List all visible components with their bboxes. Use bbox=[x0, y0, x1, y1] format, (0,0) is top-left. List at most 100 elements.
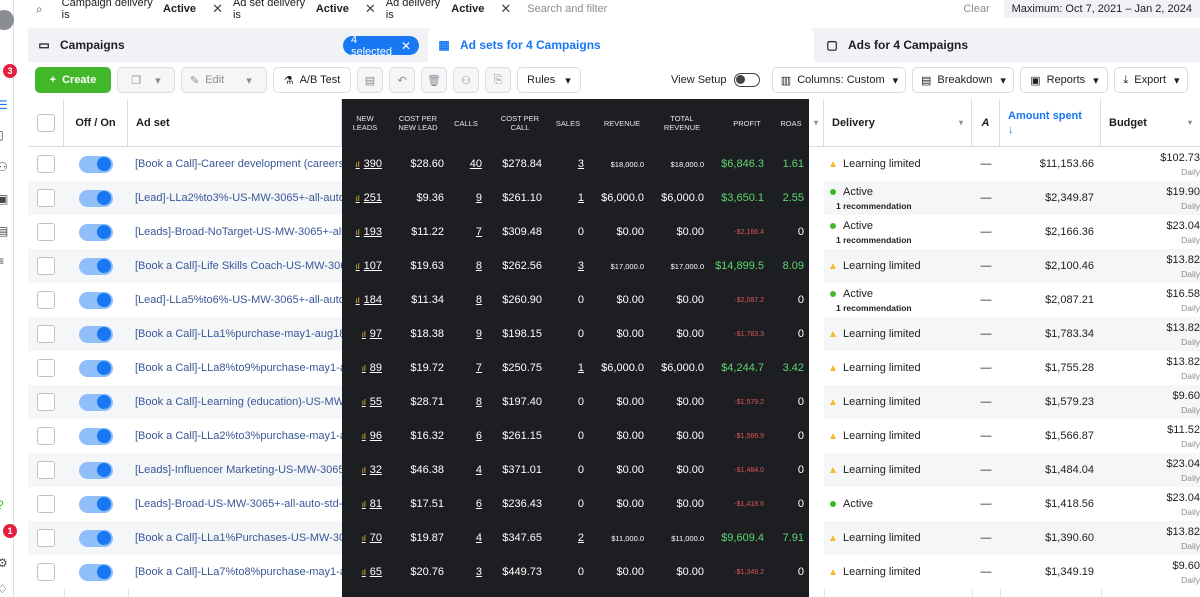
table-row[interactable]: [Lead]-LLa2%to3%-US-MW-3065+-all-auto-..… bbox=[28, 181, 1200, 215]
row-checkbox[interactable] bbox=[37, 223, 55, 241]
column-header-attribution[interactable]: A bbox=[972, 99, 1000, 147]
adset-toggle[interactable] bbox=[79, 495, 113, 513]
calls-value[interactable]: 6 bbox=[475, 498, 482, 510]
rules-button[interactable]: Rules ▾ bbox=[517, 67, 581, 93]
calls-value[interactable]: 8 bbox=[475, 396, 482, 408]
column-header-roas[interactable]: ROAS bbox=[780, 118, 802, 128]
tab-ads[interactable]: ▢ Ads for 4 Campaigns bbox=[824, 28, 968, 62]
document-icon[interactable]: ▯ bbox=[0, 128, 4, 142]
adset-name-link[interactable]: [Book a Call]-Life Skills Coach-US-MW-30… bbox=[128, 249, 342, 283]
avatar[interactable] bbox=[0, 10, 14, 30]
row-checkbox[interactable] bbox=[37, 461, 55, 479]
clipboard-icon[interactable]: ▤ bbox=[0, 224, 9, 238]
calls-value[interactable]: 9 bbox=[475, 192, 482, 204]
adset-toggle[interactable] bbox=[79, 563, 113, 581]
column-header-amount-spent[interactable]: Amount spent ↓ bbox=[1000, 99, 1101, 147]
new-leads-value[interactable]: ıl 97 bbox=[346, 317, 382, 351]
column-header-new-leads[interactable]: NEW LEADS bbox=[352, 114, 378, 132]
column-menu-icon[interactable]: ▾ bbox=[809, 99, 824, 147]
calls-value[interactable]: 6 bbox=[475, 430, 482, 442]
filter-chip-ad[interactable]: Ad delivery is Active ✕ bbox=[386, 0, 512, 21]
adset-name-link[interactable]: [Leads]-Broad-NoTarget-US-MW-3065+-all-.… bbox=[128, 215, 342, 249]
view-setup-toggle[interactable] bbox=[734, 73, 761, 87]
filter-chip-adset[interactable]: Ad set delivery is Active ✕ bbox=[233, 0, 376, 21]
close-icon[interactable]: ✕ bbox=[500, 1, 512, 16]
adset-toggle[interactable] bbox=[79, 359, 113, 377]
adset-name-link[interactable]: [Book a Call]-LLa8%to9%purchase-may1-a..… bbox=[128, 351, 342, 385]
table-row[interactable]: [Book a Call]-LLa8%to9%purchase-may1-a..… bbox=[28, 351, 1200, 385]
table-row[interactable]: [Book a Call]-LLa7%to8%purchase-may1-a..… bbox=[28, 555, 1200, 589]
adset-toggle[interactable] bbox=[79, 223, 113, 241]
sales-value[interactable]: 1 bbox=[577, 192, 584, 204]
row-checkbox[interactable] bbox=[37, 563, 55, 581]
selected-pill[interactable]: 4 selected ✕ bbox=[343, 34, 420, 58]
adset-toggle[interactable] bbox=[79, 427, 113, 445]
sales-value[interactable]: 1 bbox=[577, 362, 584, 374]
delete-button[interactable]: 🗑 bbox=[421, 67, 447, 93]
new-leads-value[interactable]: ıl 107 bbox=[346, 249, 382, 283]
column-header-revenue[interactable]: REVENUE bbox=[603, 118, 641, 128]
calls-value[interactable]: 8 bbox=[475, 260, 482, 272]
date-range-picker[interactable]: Maximum: Oct 7, 2021 – Jan 2, 2024 bbox=[1003, 0, 1200, 18]
column-header-off-on[interactable]: Off / On bbox=[64, 99, 128, 147]
close-icon[interactable]: ✕ bbox=[400, 38, 412, 53]
table-row[interactable]: [Leads]-Influencer Marketing-US-MW-3065.… bbox=[28, 453, 1200, 487]
calls-value[interactable]: 40 bbox=[469, 158, 482, 170]
calls-value[interactable]: 3 bbox=[475, 566, 482, 578]
undo-button[interactable]: ↶ bbox=[389, 67, 415, 93]
view-setup[interactable]: View Setup bbox=[671, 73, 761, 87]
menu-icon[interactable]: ≡ bbox=[0, 254, 5, 268]
calls-value[interactable]: 7 bbox=[475, 226, 482, 238]
sales-value[interactable]: 3 bbox=[577, 260, 584, 272]
row-checkbox[interactable] bbox=[37, 325, 55, 343]
calls-value[interactable]: 8 bbox=[475, 294, 482, 306]
adset-name-link[interactable]: [Leads]-Influencer Marketing-US-MW-3065.… bbox=[128, 453, 342, 487]
new-leads-value[interactable]: ıl 32 bbox=[346, 453, 382, 487]
table-row[interactable]: [Leads]-Broad-NoTarget-US-MW-3065+-all-.… bbox=[28, 215, 1200, 249]
row-checkbox[interactable] bbox=[37, 257, 55, 275]
table-row[interactable]: [Lead]-LLa5%to6%-US-MW-3065+-all-auto-..… bbox=[28, 283, 1200, 317]
row-checkbox[interactable] bbox=[37, 189, 55, 207]
adset-name-link[interactable]: [Book a Call]-LLa7%to8%purchase-may1-a..… bbox=[128, 555, 342, 589]
adset-name-link[interactable]: [Lead]-LLa2%to3%-US-MW-3065+-all-auto-..… bbox=[128, 181, 342, 215]
close-icon[interactable]: ✕ bbox=[364, 1, 376, 16]
table-row[interactable]: [Book a Call]-LLa2%to3%purchase-may1-a..… bbox=[28, 419, 1200, 453]
calls-value[interactable]: 4 bbox=[475, 464, 482, 476]
row-checkbox[interactable] bbox=[37, 529, 55, 547]
column-header-total-revenue[interactable]: TOTAL REVENUE bbox=[663, 114, 701, 132]
preview-button[interactable]: ⎘ bbox=[485, 67, 511, 93]
new-leads-value[interactable]: ıl 89 bbox=[346, 351, 382, 385]
new-leads-value[interactable]: ıl 81 bbox=[346, 487, 382, 521]
calls-value[interactable]: 4 bbox=[475, 532, 482, 544]
adset-name-link[interactable]: [Lead]-LLa5%to6%-US-MW-3065+-all-auto-..… bbox=[128, 283, 342, 317]
recommendation-link[interactable]: 1 recommendation bbox=[836, 302, 912, 313]
row-checkbox[interactable] bbox=[37, 291, 55, 309]
new-leads-value[interactable]: ıl 96 bbox=[346, 419, 382, 453]
clipboard-button[interactable]: ▤ bbox=[357, 67, 383, 93]
row-checkbox[interactable] bbox=[37, 393, 55, 411]
sales-value[interactable]: 2 bbox=[577, 532, 584, 544]
table-row[interactable]: [Leads]-Broad-US-MW-3065+-all-auto-std-L… bbox=[28, 487, 1200, 521]
adset-name-link[interactable]: [Book a Call]-LLa1%Purchases-US-MW-306..… bbox=[128, 521, 342, 555]
new-leads-value[interactable]: ıl 55 bbox=[346, 385, 382, 419]
adset-toggle[interactable] bbox=[79, 155, 113, 173]
create-button[interactable]: + Create bbox=[35, 67, 111, 93]
new-leads-value[interactable]: ıl 65 bbox=[346, 555, 382, 589]
column-header-delivery[interactable]: Delivery ▾ bbox=[824, 99, 972, 147]
adset-toggle[interactable] bbox=[79, 461, 113, 479]
ab-test-button[interactable]: ⚗ A/B Test bbox=[273, 67, 351, 93]
adset-toggle[interactable] bbox=[79, 529, 113, 547]
clear-button[interactable]: Clear bbox=[963, 3, 990, 15]
columns-button[interactable]: ▥ Columns: Custom ▾ bbox=[772, 67, 907, 93]
adset-name-link[interactable]: [Leads]-Broad-US-MW-3065+-all-auto-std-L… bbox=[128, 487, 342, 521]
new-leads-value[interactable]: ıl 70 bbox=[346, 521, 382, 555]
column-header-profit[interactable]: PROFIT bbox=[733, 118, 761, 128]
calls-value[interactable]: 7 bbox=[475, 362, 482, 374]
table-row[interactable]: [Book a Call]-Learning (education)-US-MW… bbox=[28, 385, 1200, 419]
column-header-ad-set[interactable]: Ad set bbox=[128, 99, 342, 147]
search-input[interactable]: Search and filter bbox=[527, 3, 608, 15]
adset-name-link[interactable]: [Book a Call]-Career development (career… bbox=[128, 147, 342, 181]
filter-chip-campaign[interactable]: Campaign delivery is Active ✕ bbox=[62, 0, 223, 21]
row-checkbox[interactable] bbox=[37, 427, 55, 445]
column-header-cost-per-new-lead[interactable]: COST PER NEW LEAD bbox=[398, 114, 438, 132]
